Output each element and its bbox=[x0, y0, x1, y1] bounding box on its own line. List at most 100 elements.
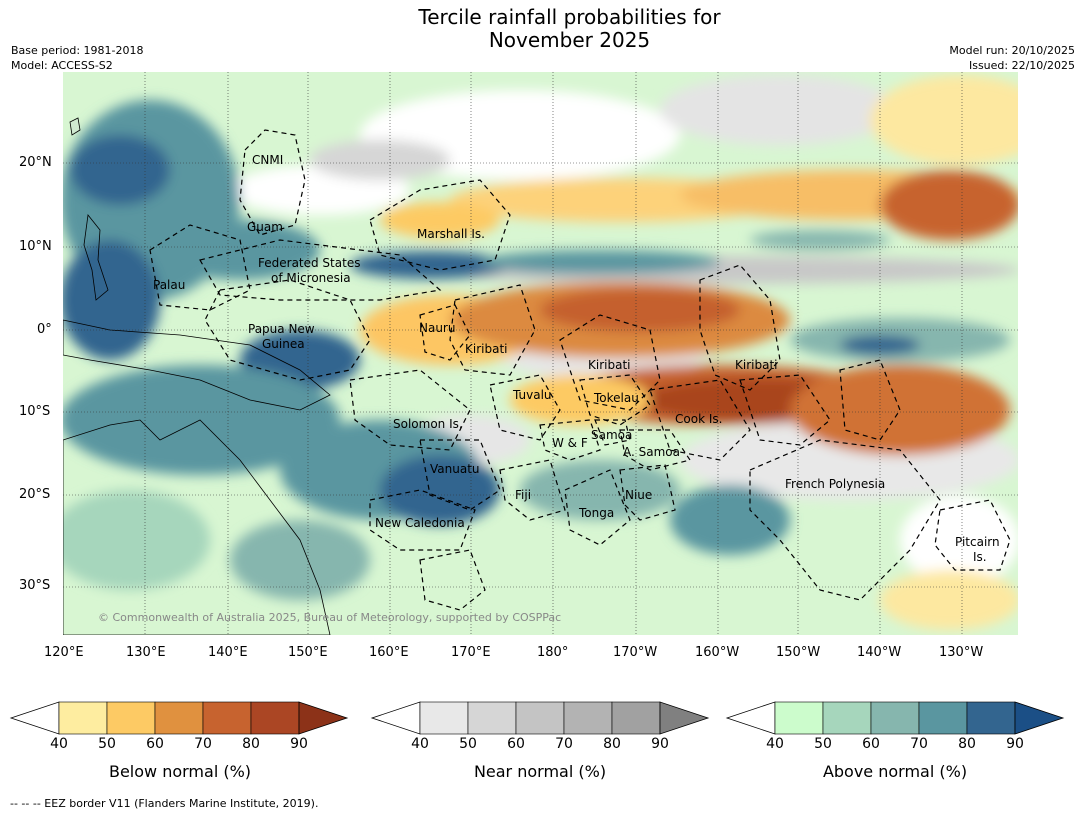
label-kiribati-east: Kiribati bbox=[735, 358, 777, 372]
legend-tick: 70 bbox=[555, 736, 573, 752]
lat-tick-0: 0° bbox=[37, 322, 52, 337]
legend-tick: 70 bbox=[910, 736, 928, 752]
label-tokelau: Tokelau bbox=[593, 391, 639, 405]
legend-above-normal bbox=[725, 701, 1065, 735]
philippines-outline bbox=[83, 214, 109, 301]
legend-extend-high bbox=[298, 701, 349, 735]
legend-near-normal bbox=[370, 701, 710, 735]
lon-tick-170e: 170°E bbox=[451, 645, 491, 660]
legend-swatch bbox=[774, 701, 824, 735]
legend-tick: 70 bbox=[194, 736, 212, 752]
legend-swatch bbox=[611, 701, 661, 735]
map-area[interactable]: CNMI Guam Marshall Is. Federated States … bbox=[50, 72, 1050, 635]
lat-tick-30s: 30°S bbox=[19, 578, 51, 593]
lon-tick-120e: 120°E bbox=[44, 645, 84, 660]
lon-tick-160w: 160°W bbox=[695, 645, 740, 660]
legend-tick: 40 bbox=[50, 736, 68, 752]
legend-tick: 60 bbox=[507, 736, 525, 752]
lon-tick-150w: 150°W bbox=[776, 645, 821, 660]
legend-swatch bbox=[870, 701, 920, 735]
copyright-text: © Commonwealth of Australia 2025, Bureau… bbox=[98, 611, 561, 624]
lat-tick-10s: 10°S bbox=[19, 404, 51, 419]
label-tuvalu: Tuvalu bbox=[512, 388, 552, 402]
title-line-1: Tercile rainfall probabilities for bbox=[418, 5, 721, 29]
legend-tick: 50 bbox=[98, 736, 116, 752]
issued-date: Issued: 22/10/2025 bbox=[968, 59, 1075, 72]
australia-outline bbox=[63, 419, 331, 635]
eez-note: -- -- -- EEZ border V11 (Flanders Marine… bbox=[10, 797, 319, 810]
legend-label-below-normal: Below normal (%) bbox=[108, 762, 252, 781]
legend-tick: 80 bbox=[242, 736, 260, 752]
eez-boundaries bbox=[149, 129, 1011, 611]
legend-tick: 40 bbox=[411, 736, 429, 752]
label-samoa: Samoa bbox=[591, 428, 632, 442]
lon-tick-170w: 170°W bbox=[613, 645, 658, 660]
legend-swatch bbox=[918, 701, 968, 735]
map-title: Tercile rainfall probabilities for Novem… bbox=[0, 6, 1085, 52]
graticule bbox=[63, 72, 1018, 635]
legend-swatch bbox=[250, 701, 300, 735]
legend-swatch bbox=[563, 701, 613, 735]
legend-extend-high bbox=[1014, 701, 1065, 735]
legend-swatch bbox=[106, 701, 156, 735]
label-fsm-line1: Federated States bbox=[258, 256, 360, 270]
legend-extend-high bbox=[659, 701, 710, 735]
lon-tick-160e: 160°E bbox=[369, 645, 409, 660]
label-marshall-is: Marshall Is. bbox=[417, 227, 485, 241]
legend-tick: 50 bbox=[814, 736, 832, 752]
lon-tick-130e: 130°E bbox=[126, 645, 166, 660]
label-palau: Palau bbox=[153, 278, 185, 292]
lon-tick-140e: 140°E bbox=[208, 645, 248, 660]
model-name: Model: ACCESS-S2 bbox=[11, 59, 113, 72]
label-png-line2: Guinea bbox=[262, 337, 305, 351]
legend-swatch bbox=[966, 701, 1016, 735]
legend-extend-low bbox=[9, 701, 60, 735]
legend-tick: 90 bbox=[651, 736, 669, 752]
label-cnmi: CNMI bbox=[252, 153, 283, 167]
legend-extend-low bbox=[725, 701, 776, 735]
base-period: Base period: 1981-2018 bbox=[11, 44, 144, 57]
lon-tick-180: 180° bbox=[537, 645, 569, 660]
meta-left: Base period: 1981-2018 Model: ACCESS-S2 bbox=[11, 43, 143, 73]
label-new-caledonia: New Caledonia bbox=[375, 516, 465, 530]
title-line-2: November 2025 bbox=[488, 28, 651, 52]
meta-right: Model run: 20/10/2025 Issued: 22/10/2025 bbox=[949, 43, 1075, 73]
label-pitcairn-line1: Pitcairn bbox=[955, 535, 1000, 549]
label-fiji: Fiji bbox=[515, 488, 531, 502]
lon-tick-150e: 150°E bbox=[288, 645, 328, 660]
legend-tick: 80 bbox=[603, 736, 621, 752]
lon-tick-140w: 140°W bbox=[857, 645, 902, 660]
label-wallis-futuna: W & F bbox=[552, 436, 588, 450]
label-french-polynesia: French Polynesia bbox=[785, 477, 885, 491]
lat-tick-10n: 10°N bbox=[19, 239, 52, 254]
label-tonga: Tonga bbox=[578, 506, 614, 520]
legend-tick: 80 bbox=[958, 736, 976, 752]
label-solomon-is: Solomon Is. bbox=[393, 417, 463, 431]
label-vanuatu: Vanuatu bbox=[430, 462, 480, 476]
legend-extend-low bbox=[370, 701, 421, 735]
legend-label-near-normal: Near normal (%) bbox=[473, 762, 607, 781]
taiwan-outline bbox=[69, 117, 81, 136]
legend-tick: 90 bbox=[290, 736, 308, 752]
legend-tick: 60 bbox=[862, 736, 880, 752]
legend-tick: 50 bbox=[459, 736, 477, 752]
legend-swatch bbox=[154, 701, 204, 735]
legend-swatch bbox=[467, 701, 517, 735]
lon-tick-130w: 130°W bbox=[939, 645, 984, 660]
legend-label-above-normal: Above normal (%) bbox=[822, 762, 968, 781]
legend-tick: 60 bbox=[146, 736, 164, 752]
lat-tick-20n: 20°N bbox=[19, 155, 52, 170]
label-fsm-line2: of Micronesia bbox=[271, 271, 351, 285]
legend-swatch bbox=[515, 701, 565, 735]
label-nauru: Nauru bbox=[419, 321, 455, 335]
legend-tick: 90 bbox=[1006, 736, 1024, 752]
model-run: Model run: 20/10/2025 bbox=[949, 44, 1075, 57]
label-png-line1: Papua New bbox=[248, 322, 315, 336]
label-american-samoa: A. Samoa bbox=[623, 445, 680, 459]
probability-field bbox=[63, 75, 1018, 630]
label-pitcairn-line2: Is. bbox=[973, 550, 987, 564]
new-guinea-outline bbox=[63, 319, 331, 411]
legend-below-normal bbox=[9, 701, 349, 735]
legend-tick: 40 bbox=[766, 736, 784, 752]
